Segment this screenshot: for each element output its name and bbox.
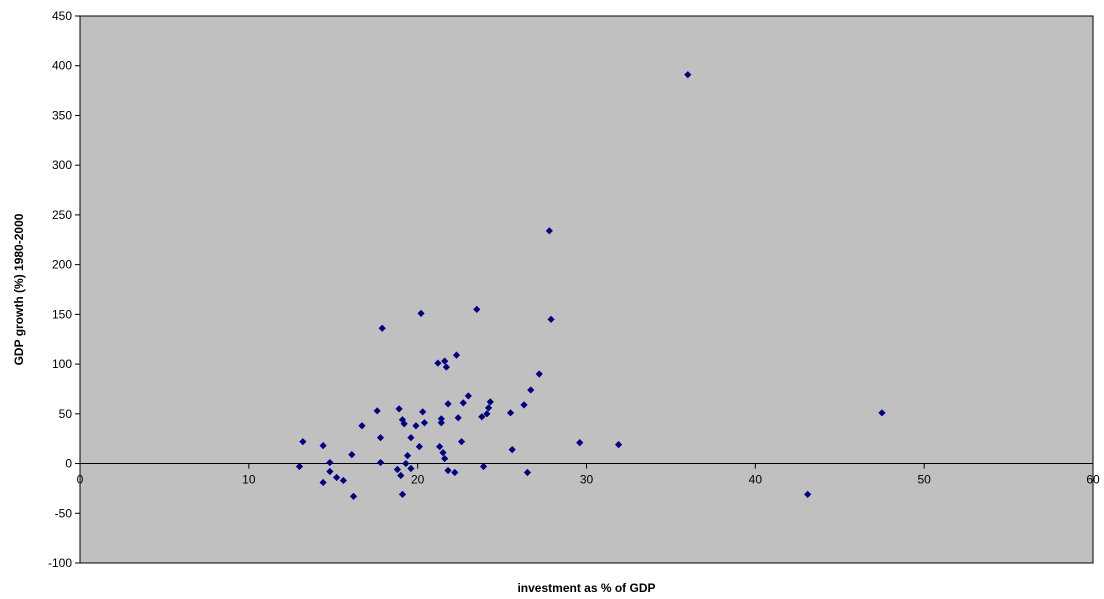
y-tick-label: 100	[52, 357, 72, 371]
data-point	[378, 324, 386, 332]
data-point	[484, 404, 493, 412]
data-point	[412, 422, 420, 430]
data-point	[684, 71, 692, 79]
data-point	[459, 399, 467, 407]
data-point	[319, 442, 327, 450]
data-point	[436, 443, 444, 451]
data-point	[547, 315, 555, 323]
data-point	[508, 446, 516, 454]
data-point	[376, 458, 385, 467]
x-tick-label: 60	[1086, 473, 1100, 487]
data-point	[520, 401, 528, 409]
data-point	[478, 413, 486, 421]
data-point	[437, 419, 445, 427]
data-point	[451, 468, 459, 477]
x-axis-title: investment as % of GDP	[517, 581, 655, 595]
data-point	[527, 386, 535, 394]
data-point	[407, 464, 415, 473]
data-point	[333, 473, 341, 482]
y-tick-label: 450	[52, 9, 72, 23]
data-point	[402, 459, 410, 468]
data-point	[376, 434, 385, 442]
y-tick-label: -100	[48, 556, 72, 570]
y-axis: -100 -50 0 50 100 150 200 250 300 350 400 450	[48, 9, 80, 570]
data-point	[397, 471, 405, 480]
data-point	[393, 465, 402, 474]
data-point	[319, 478, 327, 487]
plot-area	[79, 15, 1094, 564]
data-point	[415, 443, 423, 451]
data-point	[535, 370, 543, 378]
data-point	[434, 359, 442, 367]
data-point	[407, 434, 415, 442]
data-point	[442, 363, 450, 371]
data-point	[444, 466, 452, 475]
data-point	[299, 438, 307, 446]
x-tick-label: 0	[77, 473, 84, 487]
x-tick-label: 20	[411, 473, 425, 487]
data-point	[479, 462, 488, 471]
data-point	[506, 409, 515, 417]
data-point	[373, 407, 381, 415]
data-point	[439, 449, 447, 457]
data-point	[576, 439, 584, 447]
data-point	[473, 305, 481, 313]
y-tick-label: 350	[52, 108, 72, 122]
data-point	[420, 419, 429, 427]
data-point	[804, 490, 812, 498]
x-tick-label: 40	[749, 473, 763, 487]
x-tick-label: 50	[917, 473, 931, 487]
data-point	[464, 392, 472, 400]
y-tick-label: 0	[65, 457, 72, 471]
y-tick-label: 50	[59, 407, 73, 421]
data-point	[454, 414, 462, 422]
y-tick-label: 200	[52, 258, 72, 272]
data-point	[614, 441, 623, 449]
data-point	[523, 468, 532, 477]
data-point	[483, 410, 491, 418]
data-point	[398, 490, 407, 498]
data-point	[486, 398, 494, 406]
y-tick-label: -50	[55, 506, 73, 520]
data-point	[417, 309, 425, 317]
data-points	[295, 71, 886, 500]
data-point	[403, 451, 412, 460]
y-axis-title: GDP growth (%) 1980-2000	[12, 213, 26, 365]
data-point	[349, 492, 358, 500]
data-point	[339, 476, 347, 485]
y-tick-label: 400	[52, 59, 72, 73]
data-point	[348, 450, 356, 459]
data-point	[878, 409, 886, 417]
data-point	[545, 227, 553, 235]
y-tick-label: 250	[52, 208, 72, 222]
data-point	[441, 454, 449, 463]
x-axis: 0 10 20 30 40 50 60	[77, 463, 1100, 487]
x-tick-label: 10	[242, 473, 256, 487]
data-point	[437, 415, 445, 423]
data-point	[358, 422, 366, 430]
data-point	[326, 458, 334, 467]
data-point	[419, 408, 427, 416]
x-tick-label: 30	[580, 473, 594, 487]
data-point	[326, 467, 334, 476]
data-point	[395, 405, 403, 413]
y-tick-label: 150	[52, 307, 72, 321]
data-point	[400, 420, 408, 428]
data-point	[444, 400, 452, 408]
data-point	[441, 357, 449, 365]
data-point	[452, 351, 461, 359]
data-point	[457, 438, 466, 446]
data-point	[295, 462, 304, 471]
y-tick-label: 300	[52, 158, 72, 172]
